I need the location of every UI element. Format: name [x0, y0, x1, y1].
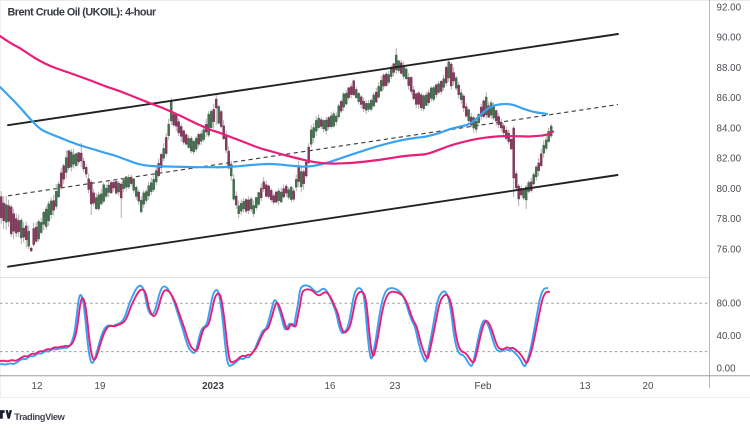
- svg-text:13: 13: [580, 381, 591, 392]
- svg-text:78.00: 78.00: [717, 214, 742, 225]
- svg-text:80.00: 80.00: [717, 184, 742, 195]
- svg-text:40.00: 40.00: [717, 331, 742, 342]
- svg-text:80.00: 80.00: [717, 299, 742, 310]
- svg-text:2023: 2023: [202, 381, 224, 392]
- svg-text:TradingView: TradingView: [14, 412, 65, 422]
- svg-text:76.00: 76.00: [717, 244, 742, 255]
- svg-text:92.00: 92.00: [717, 2, 742, 13]
- svg-text:90.00: 90.00: [717, 33, 742, 44]
- svg-text:12: 12: [32, 381, 43, 392]
- svg-text:20: 20: [643, 381, 654, 392]
- svg-text:19: 19: [95, 381, 106, 392]
- svg-text:82.00: 82.00: [717, 154, 742, 165]
- svg-text:16: 16: [325, 381, 336, 392]
- svg-text:86.00: 86.00: [717, 93, 742, 104]
- svg-text:Brent Crude Oil (UKOIL): 4-hou: Brent Crude Oil (UKOIL): 4-hour: [8, 7, 158, 19]
- svg-text:88.00: 88.00: [717, 63, 742, 74]
- svg-text:Feb: Feb: [475, 381, 492, 392]
- svg-text:84.00: 84.00: [717, 123, 742, 134]
- svg-text:0.00: 0.00: [717, 363, 737, 374]
- svg-text:23: 23: [390, 381, 401, 392]
